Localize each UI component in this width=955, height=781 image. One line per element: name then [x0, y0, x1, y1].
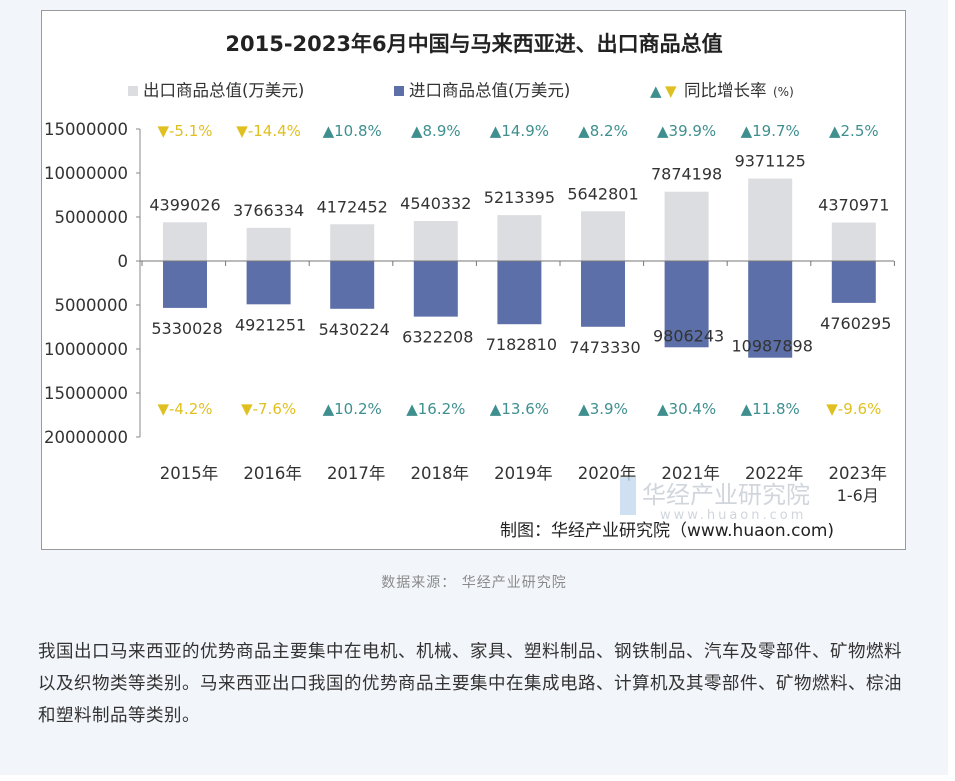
import-growth-label: ▲13.6%: [490, 400, 549, 418]
import-value-label: 4921251: [235, 315, 306, 334]
chart-credit: 制图：华经产业研究院（www.huaon.com): [500, 521, 834, 541]
y-tick-label: 20000000: [44, 428, 128, 447]
import-growth-label: ▲11.8%: [741, 400, 800, 418]
import-value-label: 9806243: [653, 326, 724, 345]
y-tick-label: 10000000: [44, 340, 128, 359]
export-bar: [330, 224, 375, 261]
export-value-label: 4540332: [400, 194, 471, 213]
page-edge-bottom: [0, 775, 955, 781]
import-value-label: 10987898: [731, 337, 812, 356]
x-category-label: 2015年: [160, 464, 219, 483]
image-caption: 数据来源： 华经产业研究院: [381, 575, 567, 591]
export-growth-label: ▲14.9%: [490, 122, 549, 140]
import-bar: [246, 261, 291, 305]
x-category-label: 2022年: [745, 464, 804, 483]
import-growth-label: ▼-7.6%: [241, 400, 296, 418]
legend-export-label: 出口商品总值(万美元): [143, 81, 304, 100]
import-growth-label: ▼-4.2%: [157, 400, 212, 418]
import-growth-label: ▲3.9%: [578, 400, 628, 418]
x-category-label: 2017年: [327, 464, 386, 483]
watermark-logo: [620, 477, 636, 515]
import-value-label: 7473330: [569, 338, 640, 357]
watermark-url: www.huaon.com: [660, 508, 806, 523]
import-bar: [413, 261, 458, 317]
import-growth-label: ▲10.2%: [323, 400, 382, 418]
paragraph-text: 我国出口马来西亚的优势商品主要集中在电机、机械、家具、塑料制品、钢铁制品、汽车及…: [38, 642, 902, 726]
import-growth-label: ▼-9.6%: [826, 400, 881, 418]
legend-import-swatch: [394, 86, 404, 96]
legend-export-swatch: [128, 86, 138, 96]
y-tick-label: 5000000: [55, 296, 129, 315]
export-value-label: 7874198: [651, 165, 722, 184]
chart-title: 2015-2023年6月中国与马来西亚进、出口商品总值: [225, 32, 722, 56]
export-bar: [664, 191, 709, 261]
export-value-label: 3766334: [233, 201, 304, 220]
legend-growth-label: 同比增长率: [684, 81, 767, 100]
import-bar: [581, 261, 625, 327]
export-bar: [163, 222, 207, 261]
import-value-label: 7182810: [486, 335, 557, 354]
export-value-label: 4370971: [818, 196, 889, 215]
import-bar: [664, 261, 709, 348]
import-bar: [497, 261, 542, 325]
y-tick-label: 15000000: [44, 120, 128, 139]
import-value-label: 6322208: [402, 328, 473, 347]
export-growth-label: ▲39.9%: [657, 122, 716, 140]
watermark-text: 华经产业研究院: [642, 481, 810, 509]
legend-down-triangle: ▼: [665, 82, 677, 100]
export-growth-label: ▼-14.4%: [236, 122, 301, 140]
export-value-label: 5213395: [484, 188, 555, 207]
import-bar: [748, 261, 793, 358]
export-value-label: 4399026: [149, 195, 220, 214]
import-bar: [831, 261, 876, 303]
export-value-label: 9371125: [735, 152, 806, 171]
import-growth-label: ▲16.2%: [406, 400, 465, 418]
y-tick-label: 0: [118, 252, 129, 271]
y-tick-label: 5000000: [55, 208, 129, 227]
article-paragraph: 我国出口马来西亚的优势商品主要集中在电机、机械、家具、塑料制品、钢铁制品、汽车及…: [38, 636, 918, 732]
export-growth-label: ▲8.9%: [411, 122, 461, 140]
export-growth-label: ▲10.8%: [323, 122, 382, 140]
legend-up-triangle: ▲: [650, 82, 662, 100]
x-category-label: 2023年: [829, 464, 888, 483]
export-bar: [246, 227, 291, 261]
export-growth-label: ▲19.7%: [741, 122, 800, 140]
x-category-label: 2021年: [661, 464, 720, 483]
legend-growth-unit: (%): [773, 85, 794, 99]
chart-panel: 2015-2023年6月中国与马来西亚进、出口商品总值出口商品总值(万美元) 进口…: [41, 10, 906, 550]
import-bar: [330, 261, 375, 309]
x-category-label: 2016年: [243, 464, 302, 483]
import-growth-label: ▲30.4%: [657, 400, 716, 418]
legend-import-label: 进口商品总值(万美元): [409, 81, 570, 100]
y-tick-label: 15000000: [44, 384, 128, 403]
export-bar: [497, 215, 542, 261]
export-bar: [831, 222, 876, 261]
y-tick-label: 10000000: [44, 164, 128, 183]
export-bar: [748, 178, 793, 261]
import-value-label: 5430224: [319, 320, 390, 339]
export-growth-label: ▲2.5%: [829, 122, 879, 140]
export-growth-label: ▲8.2%: [578, 122, 628, 140]
export-value-label: 4172452: [317, 197, 388, 216]
export-bar: [581, 211, 625, 261]
page-edge: [948, 0, 955, 781]
export-growth-label: ▼-5.1%: [157, 122, 212, 140]
import-value-label: 5330028: [151, 319, 222, 338]
export-value-label: 5642801: [567, 184, 638, 203]
x-category-label: 2019年: [494, 464, 553, 483]
import-value-label: 4760295: [820, 314, 891, 333]
import-bar: [163, 261, 207, 308]
x-category-label: 2018年: [411, 464, 470, 483]
export-bar: [413, 221, 458, 261]
x-category-sublabel: 1-6月: [837, 486, 879, 505]
